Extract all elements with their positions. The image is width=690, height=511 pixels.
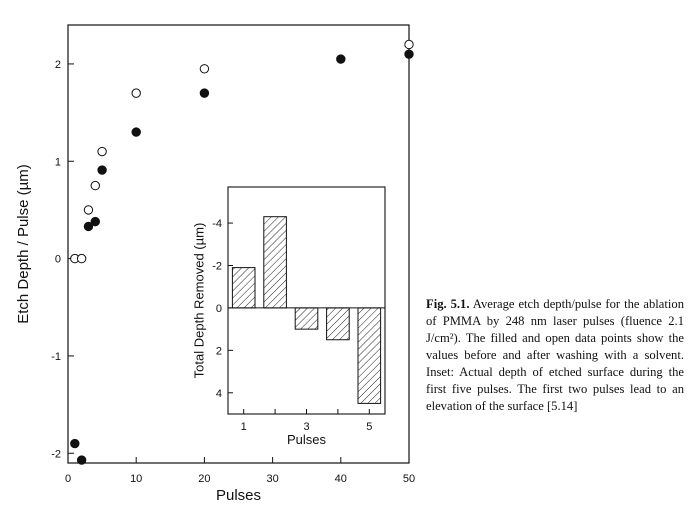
data-point-filled	[97, 165, 107, 175]
data-point-filled	[90, 216, 100, 227]
inset-x-tick-label: 1	[241, 421, 247, 433]
main-x-tick-label: 40	[335, 473, 347, 485]
main-y-tick-label: 0	[55, 254, 61, 266]
figure-caption: Fig. 5.1. Average etch depth/pulse for t…	[426, 296, 684, 415]
data-point-filled	[336, 54, 346, 64]
main-y-tick-label: 2	[55, 59, 61, 71]
inset-bar	[231, 267, 256, 309]
main-data-points	[70, 39, 414, 465]
main-plot-frame	[67, 24, 410, 464]
data-point-open	[199, 64, 210, 74]
inset-bar	[357, 307, 382, 404]
data-point-filled	[76, 455, 87, 465]
data-point-open	[76, 253, 87, 264]
inset-y-tick-label: 4	[216, 388, 222, 400]
data-point-open	[404, 39, 414, 50]
main-y-axis-label: Etch Depth / Pulse (µm)	[15, 164, 32, 324]
inset-bar	[326, 307, 350, 341]
data-point-filled	[70, 438, 80, 449]
data-point-filled	[199, 88, 210, 98]
inset-x-tick-label: 5	[366, 421, 372, 433]
data-point-filled	[404, 49, 414, 59]
inset-bar	[294, 307, 319, 330]
inset-y-axis-label: Total Depth Removed (µm)	[191, 223, 206, 379]
caption-text: Average etch depth/pulse for the ablatio…	[426, 297, 684, 413]
main-x-tick-label: 0	[65, 473, 71, 485]
caption-lead: Fig. 5.1.	[426, 297, 470, 311]
inset-x-tick-label: 3	[303, 421, 309, 433]
main-y-tick-label: 1	[55, 156, 61, 168]
data-point-open	[97, 146, 107, 157]
inset-y-tick-label: -4	[212, 218, 222, 230]
main-y-tick-label: -2	[51, 448, 61, 460]
main-y-tick-label: -1	[51, 351, 61, 363]
inset-bar-chart: -4 -2 0 2 4 1 3 5 Pulses Total Depth Removed (µ…	[191, 186, 386, 447]
inset-y-tick-label: -2	[212, 260, 222, 272]
inset-y-tick-label: 0	[216, 303, 222, 315]
main-x-axis-label: Pulses	[216, 487, 261, 504]
main-x-tick-label: 20	[198, 473, 210, 485]
data-point-open	[83, 205, 94, 215]
data-point-filled	[131, 127, 141, 137]
inset-bar	[263, 216, 287, 309]
inset-axis-ticks: -4 -2 0 2 4 1 3 5	[212, 218, 372, 433]
main-x-tick-label: 50	[403, 473, 415, 485]
data-point-open	[90, 180, 100, 191]
data-point-open	[131, 88, 141, 98]
inset-y-tick-label: 2	[216, 345, 222, 357]
data-point-filled	[83, 221, 94, 232]
main-x-tick-label: 30	[266, 473, 278, 485]
inset-x-axis-label: Pulses	[287, 432, 327, 447]
inset-bars	[231, 216, 382, 404]
main-x-tick-label: 10	[130, 473, 142, 485]
